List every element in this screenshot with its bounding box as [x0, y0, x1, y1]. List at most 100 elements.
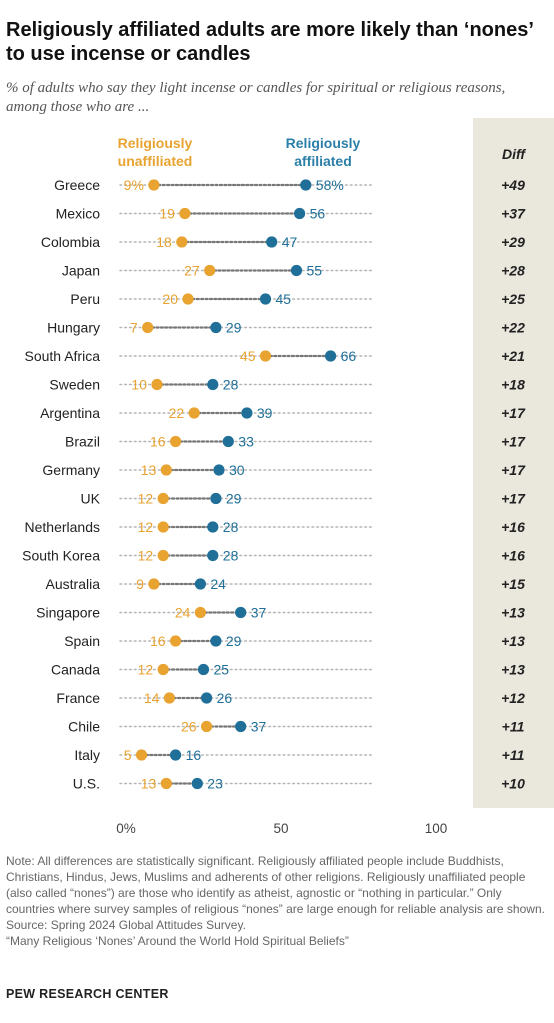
affiliated-dot — [210, 635, 222, 647]
unaffiliated-value-label: 9% — [124, 177, 144, 193]
unaffiliated-dot — [151, 378, 163, 391]
diff-value: +49 — [501, 177, 525, 193]
diff-value: +12 — [501, 690, 525, 706]
affiliated-value-label: 25 — [214, 662, 230, 678]
affiliated-dot — [213, 464, 225, 476]
unaffiliated-dot — [188, 407, 200, 419]
affiliated-dot — [235, 720, 247, 733]
unaffiliated-value-label: 9 — [136, 576, 144, 592]
dot-chart: Greece 9% 58% +49 Mexico 19 56 +37 Colombia 18 47 +… — [22, 177, 526, 836]
affiliated-dot — [325, 350, 337, 362]
x-tick-label: 0% — [116, 821, 136, 836]
country-label: Colombia — [41, 234, 100, 250]
diff-value: +16 — [501, 548, 525, 564]
unaffiliated-value-label: 22 — [169, 405, 185, 421]
affiliated-value-label: 29 — [226, 320, 242, 336]
unaffiliated-dot — [204, 264, 216, 277]
unaffiliated-dot — [160, 464, 172, 476]
diff-value: +13 — [501, 662, 525, 678]
country-label: Japan — [62, 263, 100, 279]
country-label: Netherlands — [25, 519, 101, 535]
affiliated-value-label: 24 — [210, 576, 226, 592]
diff-value: +28 — [501, 263, 525, 279]
unaffiliated-value-label: 24 — [175, 605, 191, 621]
unaffiliated-dot — [157, 492, 169, 505]
country-label: South Africa — [25, 348, 101, 364]
source-text: Source: Spring 2024 Global Attitudes Sur… — [6, 918, 246, 932]
unaffiliated-dot — [170, 635, 182, 647]
country-label: Chile — [68, 719, 100, 735]
unaffiliated-value-label: 18 — [156, 234, 172, 250]
affiliated-dot — [241, 407, 253, 419]
org-name: PEW RESEARCH CENTER — [6, 987, 169, 1001]
affiliated-dot — [191, 777, 203, 790]
affiliated-value-label: 29 — [226, 491, 242, 507]
country-label: Greece — [54, 177, 100, 193]
legend-affiliated: Religiously affiliated — [285, 135, 361, 169]
diff-value: +18 — [501, 377, 525, 393]
affiliated-dot — [294, 207, 306, 220]
unaffiliated-value-label: 27 — [184, 263, 200, 279]
affiliated-dot — [300, 179, 312, 191]
country-label: France — [56, 690, 100, 706]
country-label: UK — [81, 491, 101, 507]
diff-value: +17 — [501, 434, 526, 450]
affiliated-dot — [266, 236, 278, 248]
chart-notes: Note: All differences are statistically … — [6, 853, 550, 949]
country-label: Sweden — [49, 377, 100, 393]
unaffiliated-dot — [148, 578, 160, 590]
x-tick-label: 100 — [425, 821, 448, 836]
affiliated-value-label: 28 — [223, 548, 239, 564]
affiliated-value-label: 16 — [186, 747, 202, 763]
affiliated-value-label: 37 — [251, 605, 267, 621]
note-text: Note: All differences are statistically … — [6, 854, 545, 916]
unaffiliated-value-label: 16 — [150, 633, 166, 649]
unaffiliated-dot — [157, 521, 169, 533]
affiliated-value-label: 30 — [229, 462, 245, 478]
unaffiliated-value-label: 12 — [138, 548, 154, 564]
affiliated-value-label: 29 — [226, 633, 242, 649]
chart-subtitle: % of adults who say they light incense o… — [6, 80, 506, 115]
diff-value: +11 — [502, 747, 525, 763]
unaffiliated-value-label: 10 — [131, 377, 147, 393]
unaffiliated-value-label: 7 — [130, 320, 138, 336]
unaffiliated-value-label: 16 — [150, 434, 166, 450]
affiliated-dot — [170, 749, 182, 761]
country-label: Brazil — [65, 434, 100, 450]
country-label: Peru — [70, 291, 100, 307]
diff-value: +13 — [501, 605, 525, 621]
diff-value: +22 — [501, 320, 525, 336]
diff-value: +17 — [501, 405, 526, 421]
affiliated-value-label: 37 — [251, 719, 267, 735]
affiliated-dot — [210, 321, 222, 334]
affiliated-dot — [259, 293, 272, 305]
unaffiliated-value-label: 12 — [138, 491, 154, 507]
country-label: Spain — [64, 633, 100, 649]
affiliated-value-label: 56 — [310, 206, 326, 222]
diff-header: Diff — [501, 146, 526, 162]
affiliated-dot — [201, 692, 213, 704]
diff-value: +15 — [501, 576, 525, 592]
unaffiliated-dot — [194, 606, 206, 619]
affiliated-value-label: 58% — [316, 177, 344, 193]
affiliated-dot — [207, 549, 219, 562]
unaffiliated-value-label: 26 — [181, 719, 197, 735]
affiliated-dot — [194, 578, 206, 590]
unaffiliated-value-label: 20 — [162, 291, 178, 307]
affiliated-dot — [207, 521, 219, 533]
country-label: Australia — [46, 576, 101, 592]
unaffiliated-value-label: 12 — [138, 662, 154, 678]
diff-value: +29 — [501, 234, 525, 250]
diff-value: +10 — [501, 776, 525, 792]
unaffiliated-dot — [201, 720, 213, 733]
affiliated-value-label: 28 — [223, 519, 239, 535]
affiliated-value-label: 55 — [307, 263, 323, 279]
affiliated-dot — [235, 606, 247, 619]
unaffiliated-value-label: 13 — [141, 776, 157, 792]
unaffiliated-value-label: 13 — [141, 462, 157, 478]
unaffiliated-dot — [157, 549, 169, 562]
unaffiliated-dot — [170, 435, 182, 448]
unaffiliated-dot — [160, 777, 172, 790]
affiliated-value-label: 23 — [207, 776, 223, 792]
unaffiliated-dot — [176, 236, 188, 248]
